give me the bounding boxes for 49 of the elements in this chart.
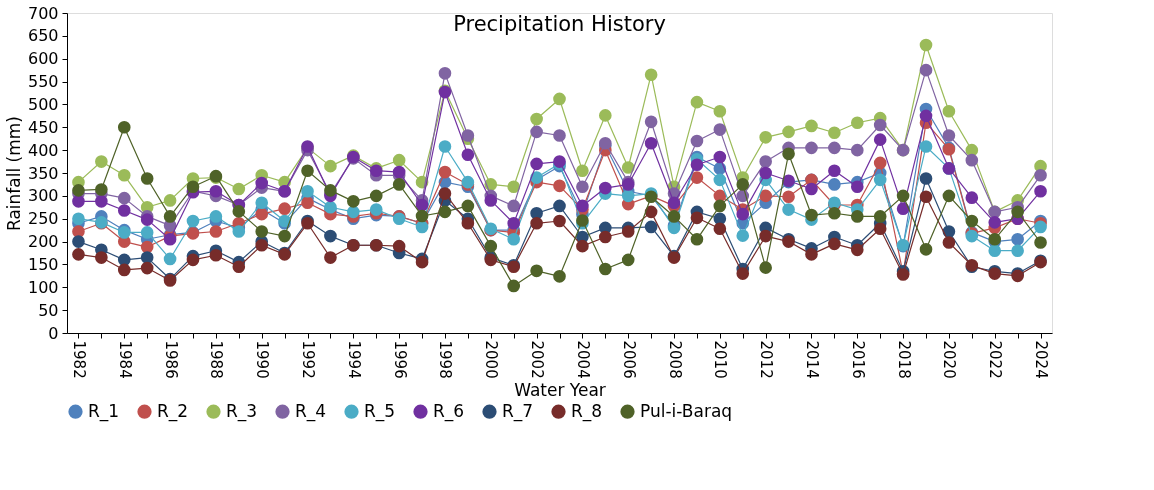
legend-label: Pul-i-Baraq — [640, 400, 733, 421]
legend-label: R_6 — [433, 400, 465, 422]
x-tick-label: 1988 — [207, 340, 226, 379]
y-tick-label: 200 — [27, 232, 59, 252]
x-tick-label: 2016 — [848, 340, 867, 379]
x-tick-label: 1986 — [161, 340, 180, 379]
x-tick-label: 2008 — [665, 340, 684, 379]
legend-label: R_5 — [364, 400, 396, 422]
y-tick-label: 50 — [38, 300, 59, 320]
y-tick-label: 550 — [27, 72, 59, 92]
x-tick-label: 2002 — [528, 340, 547, 379]
x-tick-label: 2010 — [711, 340, 730, 379]
y-tick-label: 700 — [27, 3, 59, 23]
x-tick-label: 1994 — [344, 340, 363, 379]
x-tick-label: 2000 — [482, 340, 501, 379]
y-tick-label: 150 — [27, 254, 59, 274]
x-tick-label: 2022 — [986, 340, 1005, 379]
y-tick-label: 100 — [27, 277, 59, 297]
legend-label: R_7 — [502, 400, 534, 422]
x-tick-label: 1990 — [253, 340, 272, 379]
x-tick-label: 1984 — [115, 340, 134, 379]
y-tick-label: 250 — [27, 209, 59, 229]
y-tick-label: 650 — [27, 26, 59, 46]
y-tick-label: 300 — [27, 186, 59, 206]
legend-label: R_4 — [295, 400, 327, 422]
x-tick-label: 1992 — [299, 340, 318, 379]
legend-label: R_2 — [157, 400, 189, 422]
y-tick-label: 450 — [27, 117, 59, 137]
legend-label: R_3 — [226, 400, 258, 422]
y-tick-label: 500 — [27, 94, 59, 114]
legend-label: R_1 — [88, 400, 120, 422]
x-tick-label: 2006 — [619, 340, 638, 379]
x-tick-label: 2012 — [757, 340, 776, 379]
y-axis-title: Rainfall (mm) — [3, 116, 24, 231]
legend-label: R_8 — [571, 400, 603, 422]
y-tick-label: 350 — [27, 163, 59, 183]
x-tick-label: 2018 — [894, 340, 913, 379]
y-tick-label: 0 — [48, 323, 59, 343]
x-tick-label: 2014 — [802, 340, 821, 379]
x-tick-label: 1998 — [436, 340, 455, 379]
x-tick-label: 2004 — [573, 340, 592, 379]
chart-title: Precipitation History — [453, 12, 666, 36]
x-tick-label: 2024 — [1032, 340, 1051, 379]
y-tick-label: 600 — [27, 49, 59, 69]
x-tick-label: 1996 — [390, 340, 409, 379]
x-tick-label: 2020 — [940, 340, 959, 379]
y-tick-label: 400 — [27, 140, 59, 160]
x-axis-title: Water Year — [514, 379, 606, 400]
x-tick-label: 1982 — [69, 340, 88, 379]
